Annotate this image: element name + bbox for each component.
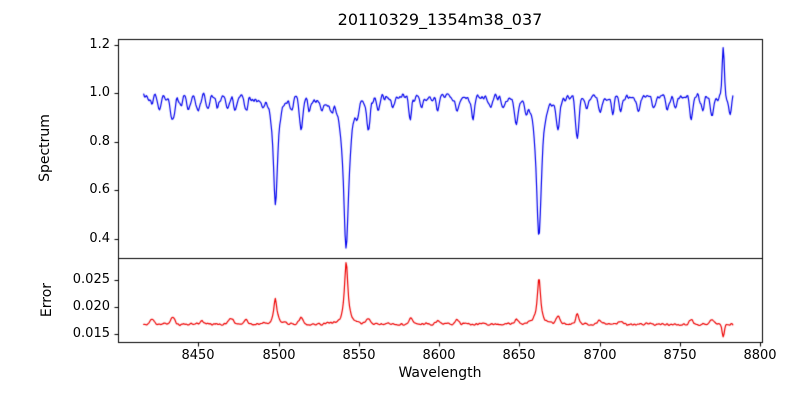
spectrum-panel-y-tick-label: 0.6 — [89, 182, 110, 197]
error-y-axis-label: Error — [39, 282, 55, 318]
spectrum-y-axis-label: Spectrum — [37, 114, 53, 182]
figure-title: 20110329_1354m38_037 — [337, 10, 543, 29]
error-panel-x-tick-label: 8550 — [342, 348, 376, 363]
error-panel-x-tick-label: 8450 — [181, 348, 215, 363]
spectrum-panel-y-tick-label: 1.0 — [89, 85, 110, 100]
error-panel-x-tick-label: 8650 — [502, 348, 536, 363]
spectrum-panel-y-tick-label: 1.2 — [89, 37, 110, 52]
error-panel-x-tick-label: 8800 — [743, 348, 777, 363]
spectrum-panel-y-tick-label: 0.8 — [89, 134, 110, 149]
error-panel-x-tick-label: 8700 — [583, 348, 617, 363]
error-panel-x-tick-label: 8750 — [663, 348, 697, 363]
error-panel-x-tick-label: 8600 — [422, 348, 456, 363]
spectrum-panel-y-tick-label: 0.4 — [89, 231, 110, 246]
error-panel-y-tick-label: 0.025 — [72, 272, 110, 287]
error-panel-x-tick-label: 8500 — [262, 348, 296, 363]
wavelength-x-axis-label: Wavelength — [398, 365, 482, 381]
error-panel-y-tick-label: 0.020 — [72, 299, 110, 314]
error-panel-y-tick-label: 0.015 — [72, 326, 110, 341]
